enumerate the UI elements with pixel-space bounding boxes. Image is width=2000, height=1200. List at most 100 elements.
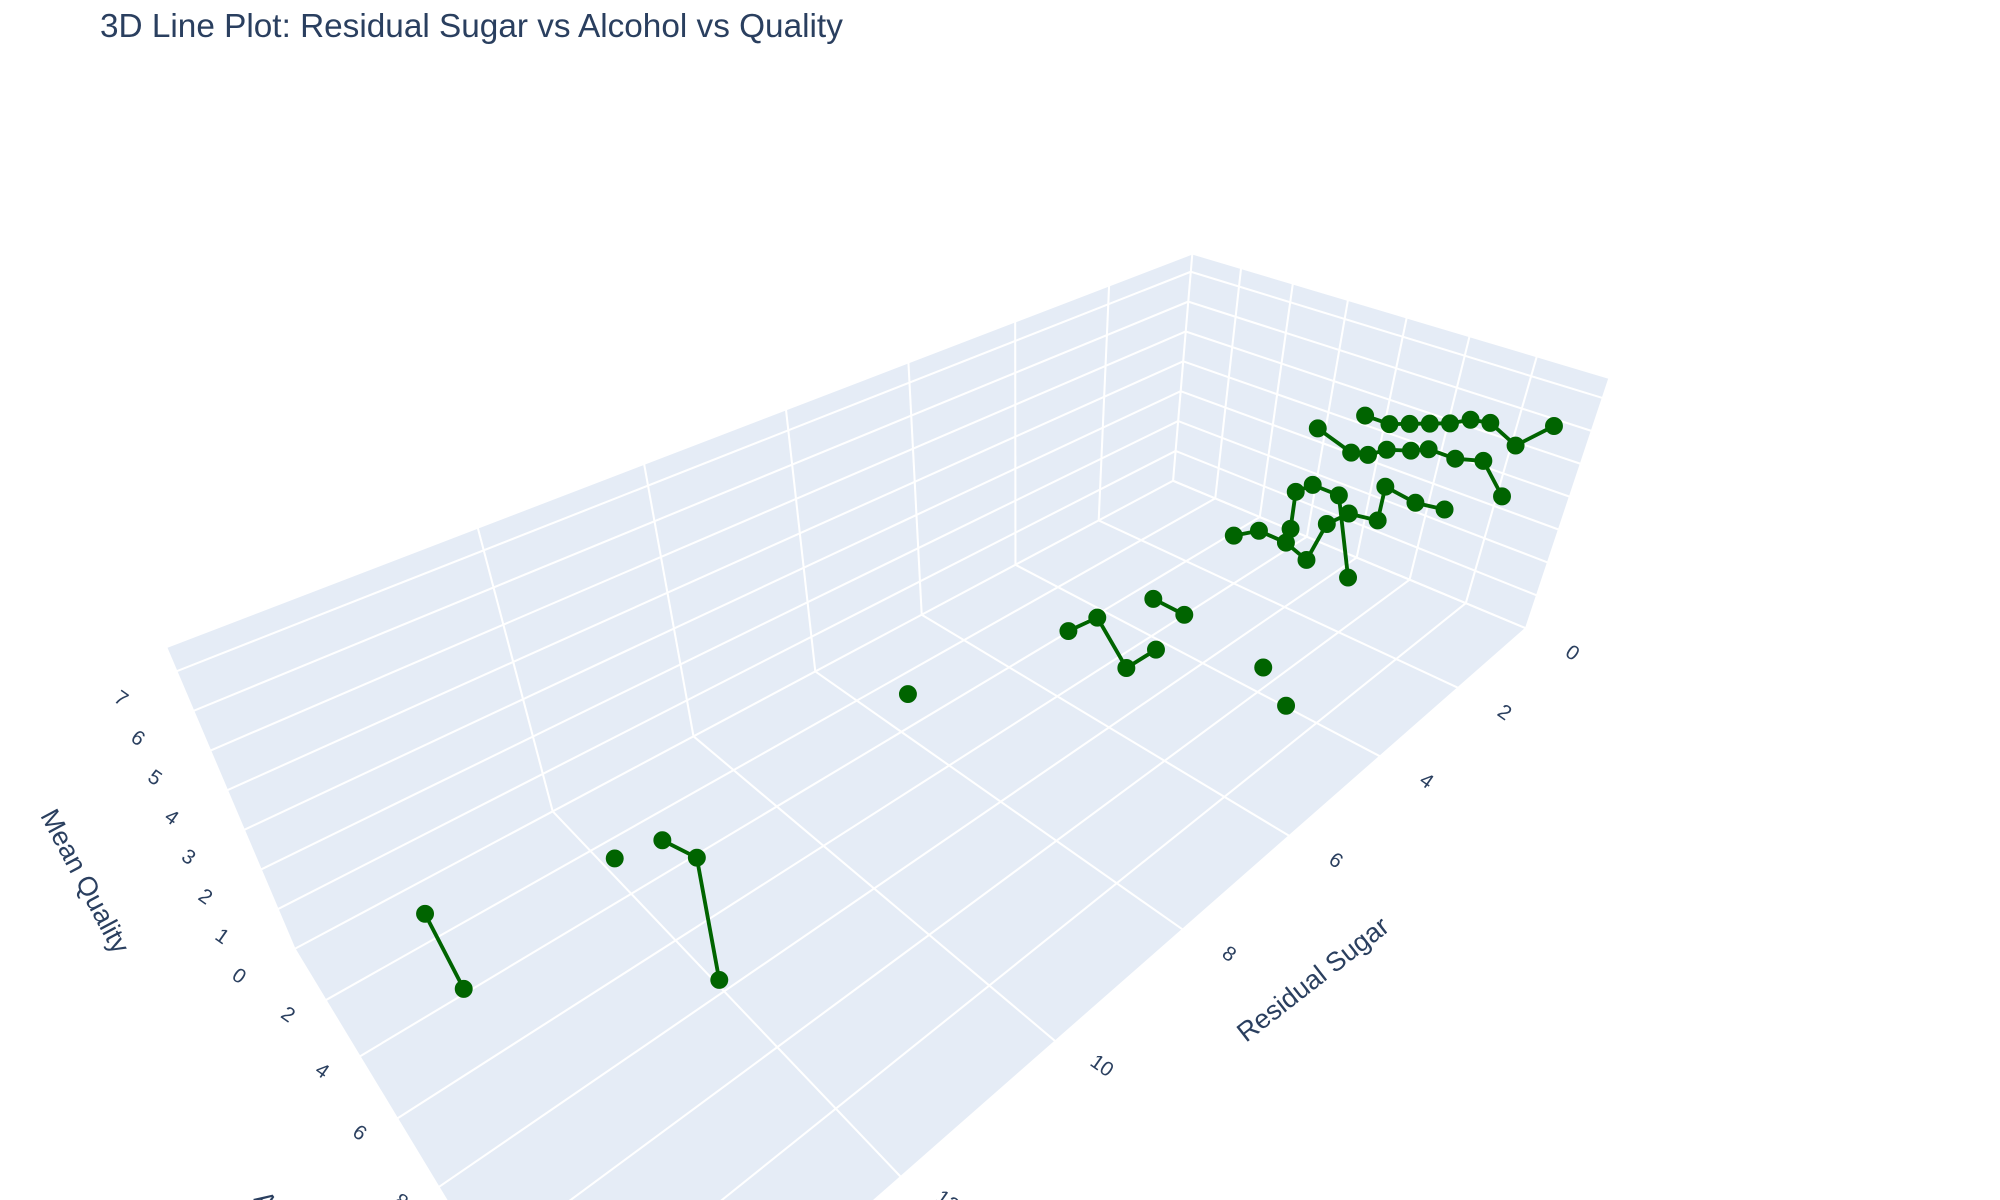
grid-line [1187, 300, 1592, 432]
x-tick-label: 2 [1493, 700, 1516, 725]
z-tick-label: 0 [228, 963, 251, 988]
z-tick-label: 7 [110, 686, 133, 711]
data-point [605, 849, 624, 868]
grid-line [277, 449, 1177, 910]
grid-line [226, 360, 1184, 792]
data-point [1297, 550, 1316, 569]
y-tick-label: 4 [311, 1058, 334, 1083]
z-tick-label: 2 [194, 884, 217, 909]
panes [165, 252, 1610, 1200]
data-point [1339, 504, 1358, 523]
z-tick-label: 6 [127, 725, 150, 750]
z-tick-label: 4 [160, 805, 183, 830]
data-point [687, 848, 706, 867]
grid-line [1464, 356, 1538, 604]
grid-line [1177, 420, 1548, 564]
grid-line [1097, 285, 1111, 521]
data-point [1406, 493, 1425, 512]
data-point [1400, 414, 1419, 433]
data-point [1380, 415, 1399, 434]
data-point [1359, 445, 1377, 464]
chart-title: 3D Line Plot: Residual Sugar vs Alcohol … [100, 8, 843, 45]
grid-line [1408, 336, 1471, 580]
grid-line [325, 497, 1216, 1001]
data-point [1419, 440, 1438, 459]
data-point [1277, 696, 1296, 715]
data-point [710, 970, 729, 989]
grid-line [396, 535, 1308, 1120]
grid-line [1305, 300, 1349, 537]
data-point [1308, 419, 1327, 438]
data-point [416, 904, 435, 923]
x-tick-label: 6 [1325, 848, 1348, 873]
data-point [1461, 410, 1480, 429]
grid-line [359, 516, 1261, 1058]
data-point [1175, 605, 1194, 624]
x-tick-label: 12 [931, 1185, 963, 1200]
grid-line [784, 409, 817, 672]
grid-line [1172, 479, 1527, 630]
z-tick-label: 1 [211, 924, 234, 949]
grid-line [921, 613, 1290, 837]
data-point [1481, 413, 1500, 432]
x-tick-label: 0 [1561, 640, 1584, 665]
grid-line [294, 479, 1174, 950]
data-point [1420, 414, 1439, 433]
grid-line [1190, 270, 1603, 399]
data-point [1435, 500, 1454, 519]
grid-line [193, 300, 1189, 712]
grid-line [1182, 360, 1570, 498]
x-tick-label: 10 [1086, 1050, 1118, 1082]
grid-line [1098, 519, 1459, 689]
data-point [1059, 622, 1078, 641]
grid [176, 253, 1603, 1200]
data-point [1339, 568, 1358, 587]
data-point [1376, 477, 1395, 496]
data-point [1356, 406, 1375, 425]
data-point [1493, 487, 1511, 506]
x-tick-label: 4 [1415, 768, 1438, 793]
grid-line [1214, 268, 1243, 499]
x-axis-title: Residual Sugar [1231, 911, 1394, 1048]
z-tick-label: 3 [177, 844, 200, 869]
data-point [653, 831, 672, 850]
data [416, 406, 1563, 998]
grid-line [438, 556, 1358, 1188]
data-point [1144, 589, 1163, 608]
grid-line [568, 578, 1411, 1200]
grid-line [260, 420, 1179, 871]
data-point [1224, 526, 1243, 545]
data-point [1317, 515, 1336, 533]
y-tick-label: 2 [277, 1002, 300, 1027]
grid-line [814, 670, 1184, 931]
data-point [1281, 519, 1300, 538]
data-point [454, 979, 473, 998]
data-point [1147, 640, 1165, 659]
data-point [1286, 482, 1305, 501]
grid-line [210, 330, 1187, 752]
x-tick-label: 8 [1218, 941, 1241, 966]
data-point [1506, 436, 1525, 455]
data-point [1249, 521, 1268, 540]
data-point [1401, 441, 1420, 460]
grid-line [1172, 253, 1194, 481]
y-tick-label: 6 [348, 1120, 371, 1145]
data-point [1342, 443, 1361, 462]
grid-line [720, 602, 1467, 1200]
data-point [1368, 511, 1387, 530]
grid-line [907, 362, 923, 615]
grid-line [243, 390, 1182, 831]
data-point [1377, 440, 1396, 459]
data-point [1544, 417, 1563, 436]
grid-line [551, 810, 902, 1178]
data-point [1440, 414, 1459, 433]
grid-line [643, 464, 695, 737]
y-axis-title: Alcohol [248, 1185, 323, 1200]
data-point [1117, 658, 1136, 677]
data-point [1254, 658, 1273, 677]
data-point [1088, 608, 1107, 627]
z-tick-label: 5 [143, 765, 166, 790]
data-point [1446, 449, 1465, 468]
